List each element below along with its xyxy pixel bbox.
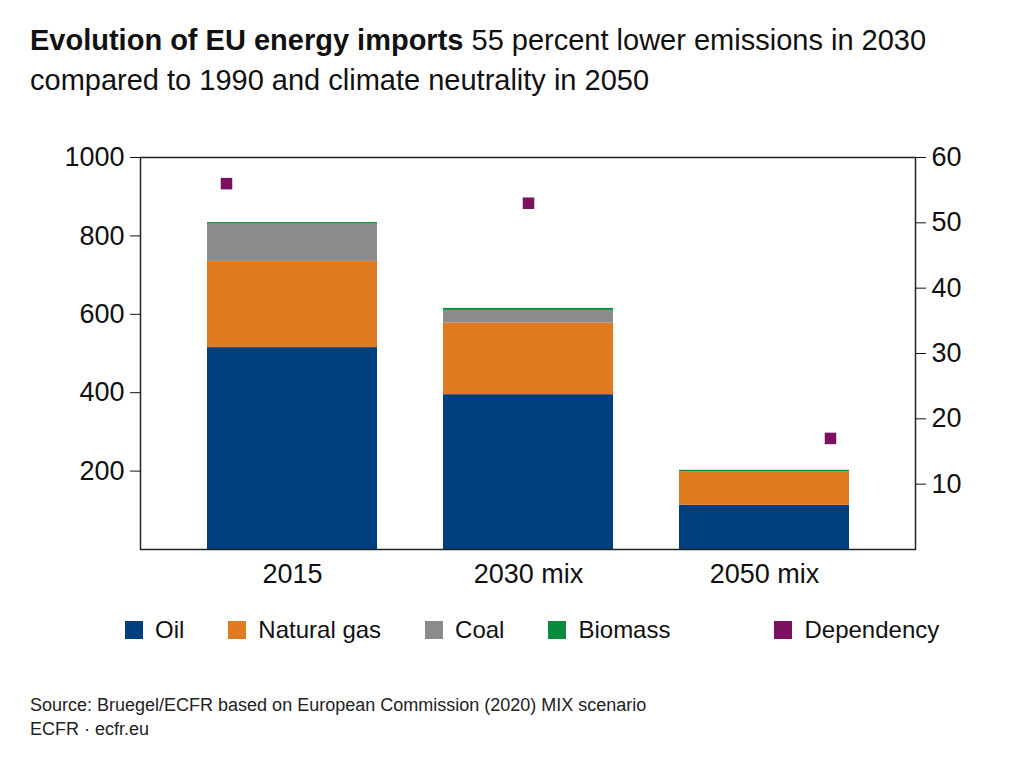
html-text:Biomass: Biomass [578, 616, 671, 643]
svg-text:1000: 1000 [64, 142, 124, 172]
html-text:Oil: Oil [155, 616, 185, 643]
svg-text:20: 20 [932, 403, 962, 433]
svg-text:2030 mix: 2030 mix [474, 559, 584, 589]
svg-text:10: 10 [932, 469, 962, 499]
html-text:Coal: Coal [455, 616, 505, 643]
svg-text:600: 600 [79, 299, 124, 329]
svg-text:2015: 2015 [262, 559, 322, 589]
html-text:Natural gas: Natural gas [258, 616, 382, 643]
svg-text:40: 40 [932, 273, 962, 303]
svg-text:800: 800 [79, 221, 124, 251]
html-text:Dependency: Dependency [804, 616, 940, 643]
svg-text:60: 60 [932, 142, 962, 172]
html-text:Evolution of EU energy imports: Evolution of EU energy imports 55 percen… [30, 24, 927, 96]
svg-text:30: 30 [932, 338, 962, 368]
html-text:Source: Bruegel/ECFR based on: Source: Bruegel/ECFR based on European C… [30, 695, 647, 715]
svg-text:2050 mix: 2050 mix [710, 559, 820, 589]
svg-text:50: 50 [932, 207, 962, 237]
html-text:ECFR · ecfr.eu: ECFR · ecfr.eu [30, 719, 149, 739]
svg-text:200: 200 [79, 456, 124, 486]
svg-text:400: 400 [79, 377, 124, 407]
